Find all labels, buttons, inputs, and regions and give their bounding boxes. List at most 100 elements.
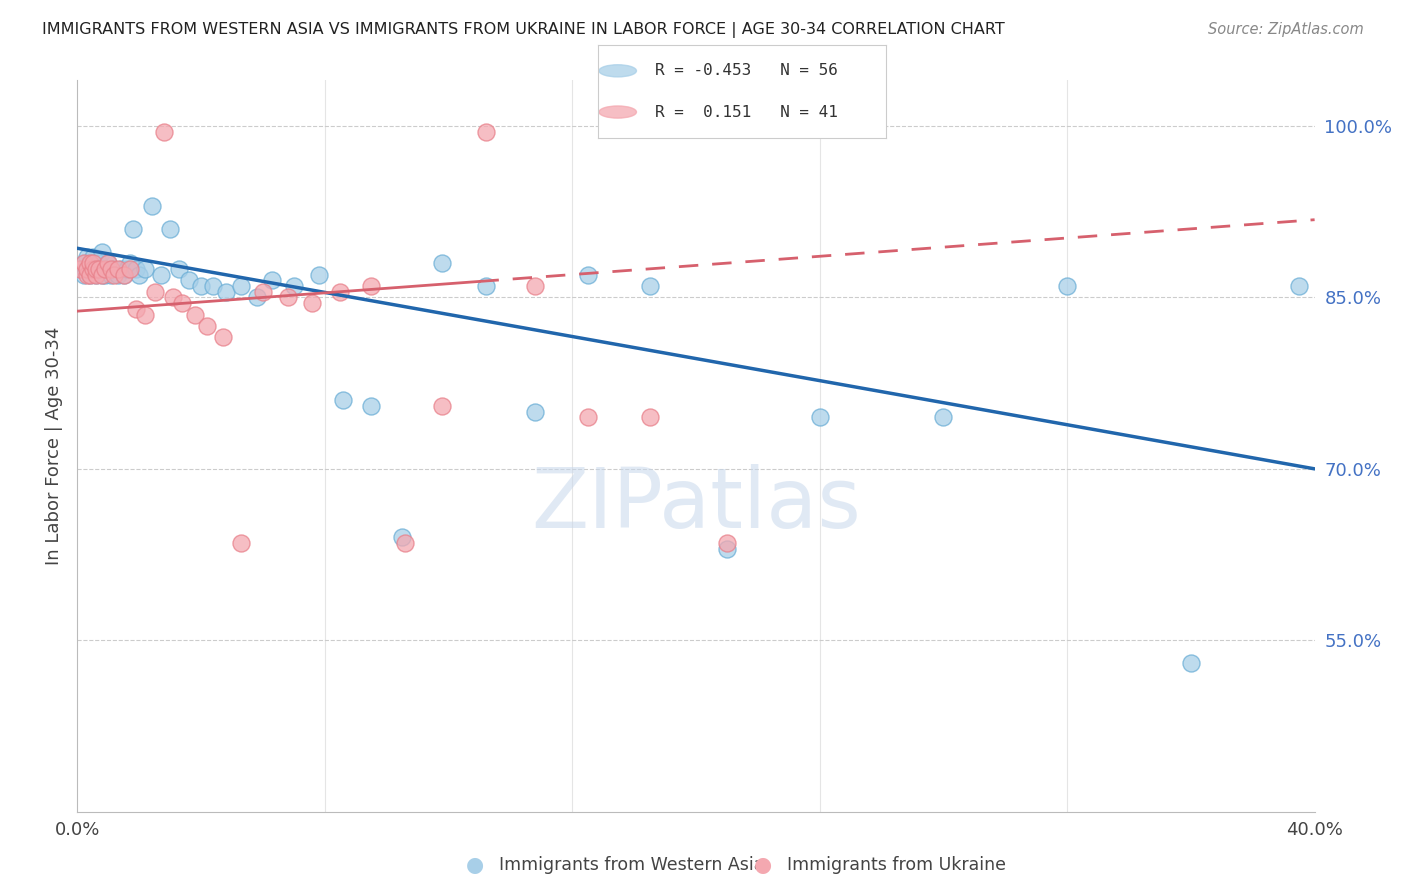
- Point: [134, 261, 156, 276]
- Point: [432, 256, 454, 270]
- Point: [103, 261, 125, 276]
- Point: [122, 222, 145, 236]
- Text: Source: ZipAtlas.com: Source: ZipAtlas.com: [1208, 22, 1364, 37]
- Point: [524, 279, 547, 293]
- Point: [76, 261, 98, 276]
- Point: [211, 330, 233, 344]
- Text: ●: ●: [467, 855, 484, 875]
- Point: [79, 256, 101, 270]
- Point: [84, 261, 107, 276]
- Point: [97, 256, 120, 270]
- Text: ZIPatlas: ZIPatlas: [531, 464, 860, 545]
- Point: [153, 125, 176, 139]
- Point: [134, 308, 156, 322]
- Point: [76, 268, 98, 282]
- Point: [301, 296, 323, 310]
- Text: Immigrants from Ukraine: Immigrants from Ukraine: [787, 856, 1007, 874]
- Point: [94, 261, 117, 276]
- Point: [1056, 279, 1078, 293]
- Point: [1180, 656, 1202, 670]
- Point: [82, 251, 104, 265]
- Point: [79, 268, 101, 282]
- Point: [82, 261, 104, 276]
- Point: [118, 261, 141, 276]
- Circle shape: [599, 65, 637, 77]
- Point: [262, 273, 284, 287]
- Text: R = -0.453   N = 56: R = -0.453 N = 56: [655, 63, 838, 78]
- Point: [76, 251, 98, 265]
- Point: [716, 536, 738, 550]
- Point: [91, 244, 114, 259]
- Point: [82, 261, 104, 276]
- Point: [162, 290, 184, 304]
- Point: [576, 268, 599, 282]
- Point: [177, 273, 200, 287]
- Point: [474, 125, 496, 139]
- Point: [87, 256, 110, 270]
- Point: [118, 256, 141, 270]
- Y-axis label: In Labor Force | Age 30-34: In Labor Force | Age 30-34: [45, 326, 63, 566]
- Text: IMMIGRANTS FROM WESTERN ASIA VS IMMIGRANTS FROM UKRAINE IN LABOR FORCE | AGE 30-: IMMIGRANTS FROM WESTERN ASIA VS IMMIGRAN…: [42, 22, 1005, 38]
- Point: [107, 268, 129, 282]
- Point: [84, 268, 107, 282]
- Point: [72, 256, 94, 270]
- Point: [141, 199, 163, 213]
- Point: [125, 301, 148, 316]
- Point: [100, 268, 122, 282]
- Point: [308, 268, 330, 282]
- Point: [69, 261, 91, 276]
- Point: [159, 222, 181, 236]
- Point: [79, 256, 101, 270]
- Point: [84, 261, 107, 276]
- Point: [76, 261, 98, 276]
- Point: [72, 256, 94, 270]
- Point: [82, 256, 104, 270]
- Point: [252, 285, 274, 299]
- Point: [72, 268, 94, 282]
- Point: [184, 308, 207, 322]
- Point: [360, 399, 382, 413]
- Point: [143, 285, 166, 299]
- Point: [149, 268, 172, 282]
- Point: [394, 536, 416, 550]
- Text: ●: ●: [755, 855, 772, 875]
- Text: R =  0.151   N = 41: R = 0.151 N = 41: [655, 104, 838, 120]
- Point: [638, 279, 661, 293]
- Point: [246, 290, 269, 304]
- Point: [91, 268, 114, 282]
- Point: [87, 261, 110, 276]
- Point: [87, 261, 110, 276]
- Point: [94, 268, 117, 282]
- Text: Immigrants from Western Asia: Immigrants from Western Asia: [499, 856, 765, 874]
- Point: [107, 261, 129, 276]
- Point: [231, 279, 253, 293]
- Point: [125, 261, 148, 276]
- Point: [172, 296, 194, 310]
- Point: [231, 536, 253, 550]
- Point: [1288, 279, 1310, 293]
- Point: [79, 268, 101, 282]
- Point: [932, 410, 955, 425]
- Point: [808, 410, 831, 425]
- Point: [115, 261, 138, 276]
- Point: [69, 261, 91, 276]
- Point: [112, 268, 135, 282]
- Point: [277, 290, 299, 304]
- Point: [91, 268, 114, 282]
- Point: [474, 279, 496, 293]
- Point: [169, 261, 191, 276]
- Point: [432, 399, 454, 413]
- Circle shape: [599, 106, 637, 118]
- Point: [360, 279, 382, 293]
- Point: [638, 410, 661, 425]
- Point: [84, 268, 107, 282]
- Point: [97, 256, 120, 270]
- Point: [716, 541, 738, 556]
- Point: [100, 261, 122, 276]
- Point: [112, 268, 135, 282]
- Point: [128, 268, 150, 282]
- Point: [524, 405, 547, 419]
- Point: [283, 279, 305, 293]
- Point: [332, 393, 354, 408]
- Point: [576, 410, 599, 425]
